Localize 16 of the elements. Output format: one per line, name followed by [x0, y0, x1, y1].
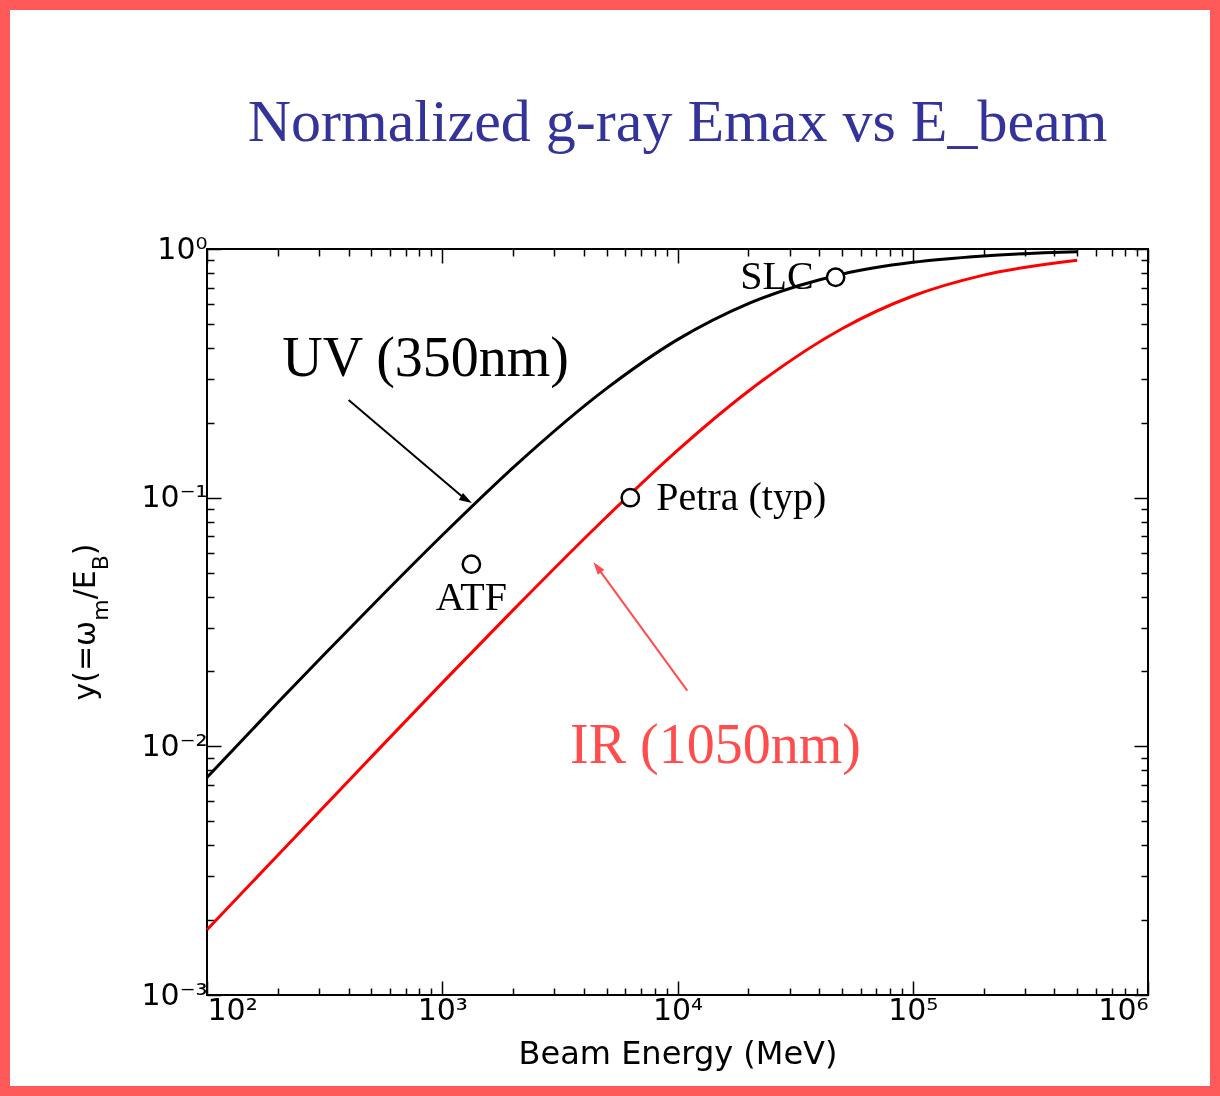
chart-title: Normalized g-ray Emax vs E_beam	[247, 88, 1108, 154]
annotation: ATF	[435, 574, 507, 620]
annotation: SLC	[740, 253, 814, 299]
text: IR (1050nm)	[570, 712, 861, 776]
y-tick-label: 10⁻¹	[141, 479, 208, 515]
x-tick-label: 10⁵	[888, 991, 939, 1027]
x-tick-label: 10³	[417, 991, 468, 1027]
y-tick-label: 10⁰	[157, 230, 208, 266]
annotation: Petra (typ)	[656, 473, 827, 519]
y-tick-label: 10⁻³	[141, 976, 208, 1012]
legend-label: UV (350nm)	[282, 326, 570, 390]
x-tick-label: 10⁶	[1098, 991, 1149, 1027]
x-axis-title: Beam Energy (MeV)	[518, 1033, 838, 1072]
y-tick-label: 10⁻²	[141, 727, 208, 763]
x-tick-label: 10²	[207, 991, 258, 1027]
x-tick-label: 10⁴	[652, 991, 704, 1027]
